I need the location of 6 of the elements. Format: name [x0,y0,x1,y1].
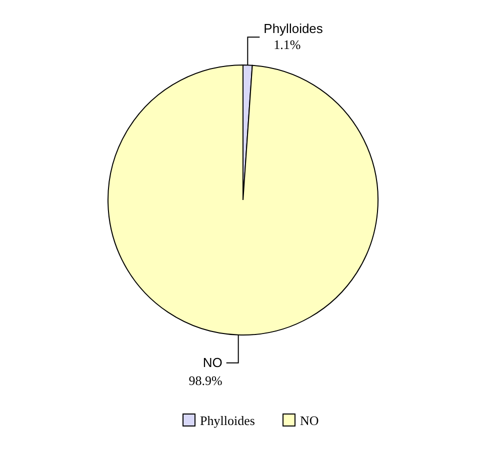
slice-label: NO [202,354,222,370]
legend-label: Phylloides [200,413,255,428]
data-label: 1.1% [274,37,301,52]
legend-label: NO [300,413,319,428]
data-label: 98.9% [188,372,222,388]
slice-label: Phylloides [264,21,324,36]
